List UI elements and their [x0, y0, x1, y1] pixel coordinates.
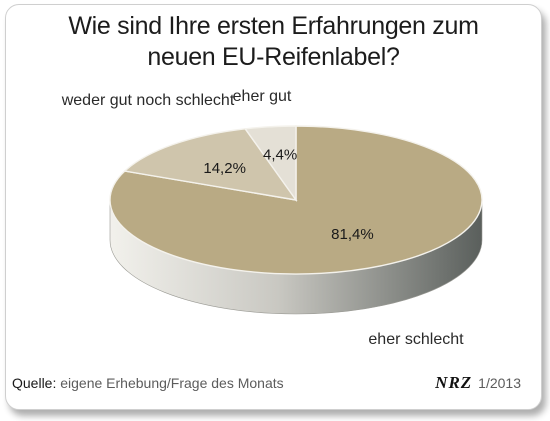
pie-slice [243, 125, 297, 203]
chart-title-line-2: neuen EU-Reifenlabel? [147, 43, 400, 71]
slice-category-label: eher gut [233, 88, 292, 105]
chart-title: Wie sind Ihre ersten Erfahrungen zum neu… [6, 11, 541, 73]
slice-value-label: 81,4% [331, 226, 374, 243]
issue-date: 1/2013 [478, 375, 521, 391]
pie-slice [123, 128, 298, 201]
slice-value-label: 14,2% [203, 160, 246, 177]
slice-category-label: eher schlecht [368, 331, 464, 348]
source-label: Quelle: [12, 375, 57, 391]
brand-block: NRZ 1/2013 [435, 373, 521, 393]
nrz-logo: NRZ [435, 373, 473, 392]
slice-value-label: 4,4% [263, 147, 297, 164]
source-note: Quelle: eigene Erhebung/Frage des Monats [12, 375, 284, 391]
pie-slices [109, 125, 483, 275]
chart-title-line-1: Wie sind Ihre ersten Erfahrungen zum [68, 12, 479, 40]
pie-chart: 81,4% 14,2% 4,4% eher schlecht weder gut noc… [61, 88, 483, 348]
pie-labels: 81,4% 14,2% 4,4% eher schlecht weder gut noc… [61, 88, 464, 348]
source-text: eigene Erhebung/Frage des Monats [60, 375, 284, 391]
chart-card: Wie sind Ihre ersten Erfahrungen zum neu… [5, 4, 542, 410]
slice-category-label: weder gut noch schlecht [61, 92, 235, 109]
